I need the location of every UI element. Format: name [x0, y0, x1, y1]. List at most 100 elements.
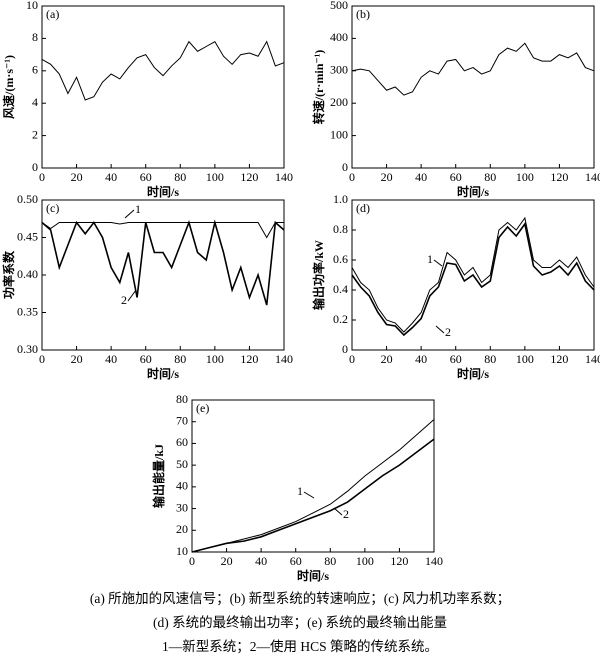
y-tick-label: 70: [176, 413, 188, 427]
series-label: 2: [343, 507, 349, 521]
x-tick-label: 80: [484, 352, 496, 366]
x-tick-label: 140: [585, 170, 600, 184]
x-tick-label: 20: [71, 352, 83, 366]
y-axis-label: 功率系数: [1, 250, 16, 299]
y-tick-label: 10: [176, 544, 188, 558]
x-axis-label: 时间/s: [297, 568, 329, 583]
y-axis-label: 输出能量/kJ: [151, 444, 166, 508]
panel-label: (c): [46, 201, 59, 215]
y-axis-label: 风速/(m·s⁻¹): [1, 55, 16, 119]
data-line: [191, 419, 435, 553]
x-tick-label: 120: [390, 554, 408, 568]
x-tick-label: 40: [415, 352, 427, 366]
y-tick-label: 6: [32, 63, 38, 77]
label-leader: [435, 325, 445, 334]
panel-label: (e): [196, 401, 209, 415]
y-tick-label: 30: [176, 500, 188, 514]
x-axis-label: 时间/s: [457, 366, 489, 381]
x-tick-label: 120: [240, 170, 258, 184]
y-tick-label: 40: [176, 479, 188, 493]
x-tick-label: 100: [516, 352, 534, 366]
x-tick-label: 0: [189, 554, 195, 568]
label-leader: [433, 259, 443, 267]
x-tick-label: 0: [39, 170, 45, 184]
y-tick-label: 400: [330, 30, 348, 44]
series-label: 1: [135, 202, 141, 216]
y-tick-label: 200: [330, 95, 348, 109]
y-tick-label: 0.50: [17, 192, 38, 206]
y-tick-label: 0.8: [333, 222, 348, 236]
x-tick-label: 60: [450, 352, 462, 366]
y-tick-label: 8: [32, 30, 38, 44]
x-tick-label: 0: [349, 352, 355, 366]
data-line: [351, 222, 595, 337]
label-leader: [333, 507, 343, 516]
plot-frame: [351, 5, 595, 169]
y-tick-label: 50: [176, 457, 188, 471]
x-tick-label: 80: [484, 170, 496, 184]
panel-label: (b): [356, 7, 370, 21]
caption-line: (a) 所施加的风速信号；(b) 新型系统的转速响应；(c) 风力机功率系数；: [90, 590, 510, 607]
caption-line: 1—新型系统；2—使用 HCS 策略的传统系统。: [162, 638, 438, 655]
x-tick-label: 80: [174, 170, 186, 184]
x-tick-label: 120: [240, 352, 258, 366]
y-tick-label: 0: [32, 160, 38, 174]
y-tick-label: 10: [26, 0, 38, 12]
y-tick-label: 0.6: [333, 252, 348, 266]
x-tick-label: 100: [516, 170, 534, 184]
data-line: [191, 438, 435, 553]
x-tick-label: 60: [140, 170, 152, 184]
label-leader: [303, 491, 315, 499]
x-tick-label: 140: [585, 352, 600, 366]
x-tick-label: 100: [206, 352, 224, 366]
x-tick-label: 0: [349, 170, 355, 184]
panel-label: (d): [356, 201, 370, 215]
x-tick-label: 40: [255, 554, 267, 568]
y-axis-label: 转速/(r·min⁻¹): [311, 50, 326, 125]
x-tick-label: 140: [275, 170, 293, 184]
x-tick-label: 40: [105, 170, 117, 184]
x-tick-label: 140: [425, 554, 443, 568]
x-tick-label: 120: [550, 170, 568, 184]
x-axis-label: 时间/s: [147, 184, 179, 199]
label-leader: [127, 289, 137, 302]
x-tick-label: 20: [221, 554, 233, 568]
label-leader: [124, 209, 135, 219]
data-line: [41, 40, 285, 101]
y-tick-label: 300: [330, 63, 348, 77]
y-tick-label: 0.40: [17, 267, 38, 281]
y-tick-label: 0: [342, 342, 348, 356]
x-tick-label: 140: [275, 352, 293, 366]
x-tick-label: 40: [105, 352, 117, 366]
y-tick-label: 0.45: [17, 229, 38, 243]
x-tick-label: 60: [290, 554, 302, 568]
x-axis-label: 时间/s: [457, 184, 489, 199]
y-tick-label: 2: [32, 127, 38, 141]
series-label: 2: [121, 293, 127, 307]
x-axis-label: 时间/s: [147, 366, 179, 381]
data-line: [41, 222, 284, 239]
series-label: 1: [297, 484, 303, 498]
y-tick-label: 0.35: [17, 304, 38, 318]
data-line: [41, 219, 285, 306]
y-tick-label: 0: [342, 160, 348, 174]
series-label: 2: [445, 325, 451, 339]
panel-label: (a): [46, 7, 59, 21]
y-tick-label: 0.4: [333, 282, 348, 296]
x-tick-label: 60: [140, 352, 152, 366]
x-tick-label: 20: [381, 170, 393, 184]
y-tick-label: 100: [330, 127, 348, 141]
plot-frame: [41, 5, 285, 169]
y-tick-label: 80: [176, 392, 188, 406]
y-tick-label: 500: [330, 0, 348, 12]
y-tick-label: 0.30: [17, 342, 38, 356]
x-tick-label: 80: [324, 554, 336, 568]
caption-line: (d) 系统的最终输出功率；(e) 系统的最终输出能量: [153, 614, 447, 631]
x-tick-label: 20: [71, 170, 83, 184]
series-label: 1: [427, 252, 433, 266]
x-tick-label: 100: [206, 170, 224, 184]
x-tick-label: 0: [39, 352, 45, 366]
y-tick-label: 60: [176, 435, 188, 449]
x-tick-label: 120: [550, 352, 568, 366]
